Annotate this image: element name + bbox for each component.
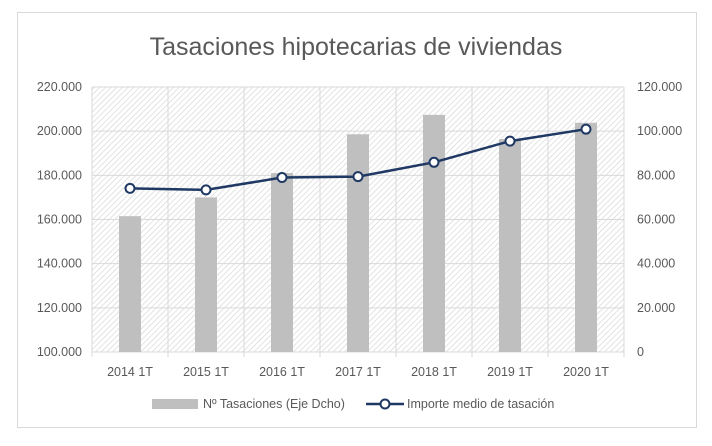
x-tick-label: 2018 1T: [411, 365, 457, 379]
left-tick-label: 180.000: [37, 168, 82, 182]
bar: [575, 122, 597, 353]
right-tick-label: 60.000: [637, 213, 675, 227]
right-tick-label: 40.000: [637, 257, 675, 271]
right-tick-label: 0: [637, 345, 644, 359]
legend-line-label: Importe medio de tasación: [407, 397, 554, 411]
left-tick-label: 120.000: [37, 301, 82, 315]
x-tick-label: 2014 1T: [107, 365, 153, 379]
right-tick-label: 100.000: [637, 124, 682, 138]
chart-frame: [17, 12, 697, 428]
x-tick-label: 2016 1T: [259, 365, 305, 379]
line-point: [276, 172, 288, 184]
x-tick-label: 2020 1T: [563, 365, 609, 379]
legend-bar-label: Nº Tasaciones (Eje Dcho): [203, 397, 345, 411]
x-tick-label: 2015 1T: [183, 365, 229, 379]
left-tick-label: 200.000: [37, 124, 82, 138]
legend-line-marker: [379, 398, 391, 410]
right-tick-label: 20.000: [637, 301, 675, 315]
right-tick-label: 120.000: [637, 80, 682, 94]
x-tick-label: 2019 1T: [487, 365, 533, 379]
line-point: [200, 184, 212, 196]
bar: [119, 216, 141, 352]
x-tick-label: 2017 1T: [335, 365, 381, 379]
bar: [499, 139, 521, 352]
right-tick-label: 80.000: [637, 168, 675, 182]
line-point: [428, 156, 440, 168]
left-tick-label: 140.000: [37, 257, 82, 271]
legend-bar-swatch: [152, 399, 198, 409]
left-tick-label: 160.000: [37, 213, 82, 227]
line-point: [352, 171, 364, 183]
left-tick-label: 220.000: [37, 80, 82, 94]
bar: [423, 114, 445, 352]
line-point: [124, 182, 136, 194]
left-tick-label: 100.000: [37, 345, 82, 359]
bar: [347, 134, 369, 352]
bar: [195, 197, 217, 352]
line-point: [580, 123, 592, 135]
bar: [271, 173, 293, 352]
chart-title: Tasaciones hipotecarias de viviendas: [149, 33, 563, 61]
line-point: [504, 135, 516, 147]
